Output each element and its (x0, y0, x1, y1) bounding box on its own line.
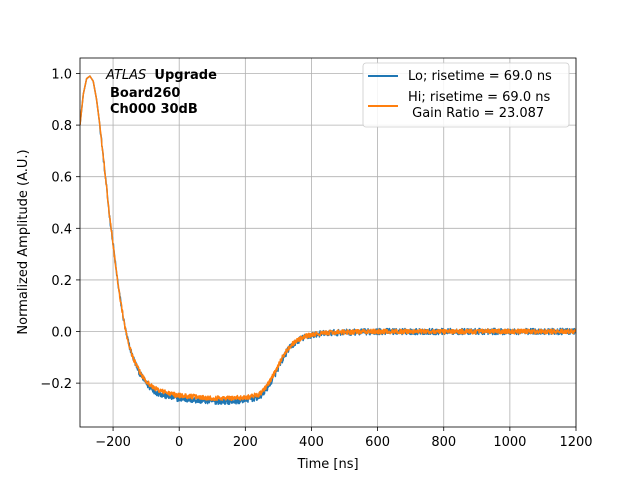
legend-label-lo: Lo; risetime = 69.0 ns (408, 69, 552, 84)
x-tick-label: 200 (233, 435, 258, 450)
annotation-upgrade: Upgrade (154, 68, 217, 83)
x-tick-label: 1000 (493, 435, 526, 450)
x-tick-label: 600 (365, 435, 390, 450)
x-tick-label: 1200 (559, 435, 592, 450)
annotation-channel: Ch000 30dB (110, 102, 198, 117)
svg-text:ATLAS Upgrade: ATLAS Upgrade (105, 68, 217, 83)
y-tick-label: 1.0 (51, 67, 72, 82)
x-tick-label: 800 (431, 435, 456, 450)
x-tick-label: −200 (95, 435, 131, 450)
y-tick-label: 0.4 (51, 222, 72, 237)
y-axis-label: Normalized Amplitude (A.U.) (16, 149, 31, 334)
legend-box (362, 62, 570, 128)
legend-label-hi-line: Gain Ratio = 23.087 (408, 106, 544, 121)
axis-ticks: −200 0 200 400 600 800 1000 1200 −0.2 0.0 0.2 0.4 0.… (40, 67, 592, 450)
plot-frame (79, 57, 577, 428)
legend-label-hi: Hi; risetime = 69.0 ns Gain Ratio = 23.0… (408, 90, 550, 121)
atlas-annotation: ATLAS Upgrade Board260 Ch000 30dB (105, 68, 217, 117)
annotation-board: Board260 (110, 86, 180, 101)
series-lines (80, 75, 576, 406)
y-tick-label: 0.0 (51, 326, 72, 341)
series-line-1 (80, 75, 576, 402)
legend-label-hi-line: Hi; risetime = 69.0 ns (408, 90, 550, 105)
x-tick-label: 0 (175, 435, 183, 450)
y-tick-label: 0.6 (51, 171, 72, 186)
y-tick-label: 0.8 (51, 119, 72, 134)
x-axis-label: Time [ns] (296, 457, 358, 472)
y-tick-label: 0.2 (51, 274, 72, 289)
y-tick-label: −0.2 (40, 377, 72, 392)
legend: Lo; risetime = 69.0 ns Hi; risetime = 69… (362, 62, 570, 128)
annotation-atlas: ATLAS (105, 68, 146, 83)
x-tick-label: 400 (299, 435, 324, 450)
